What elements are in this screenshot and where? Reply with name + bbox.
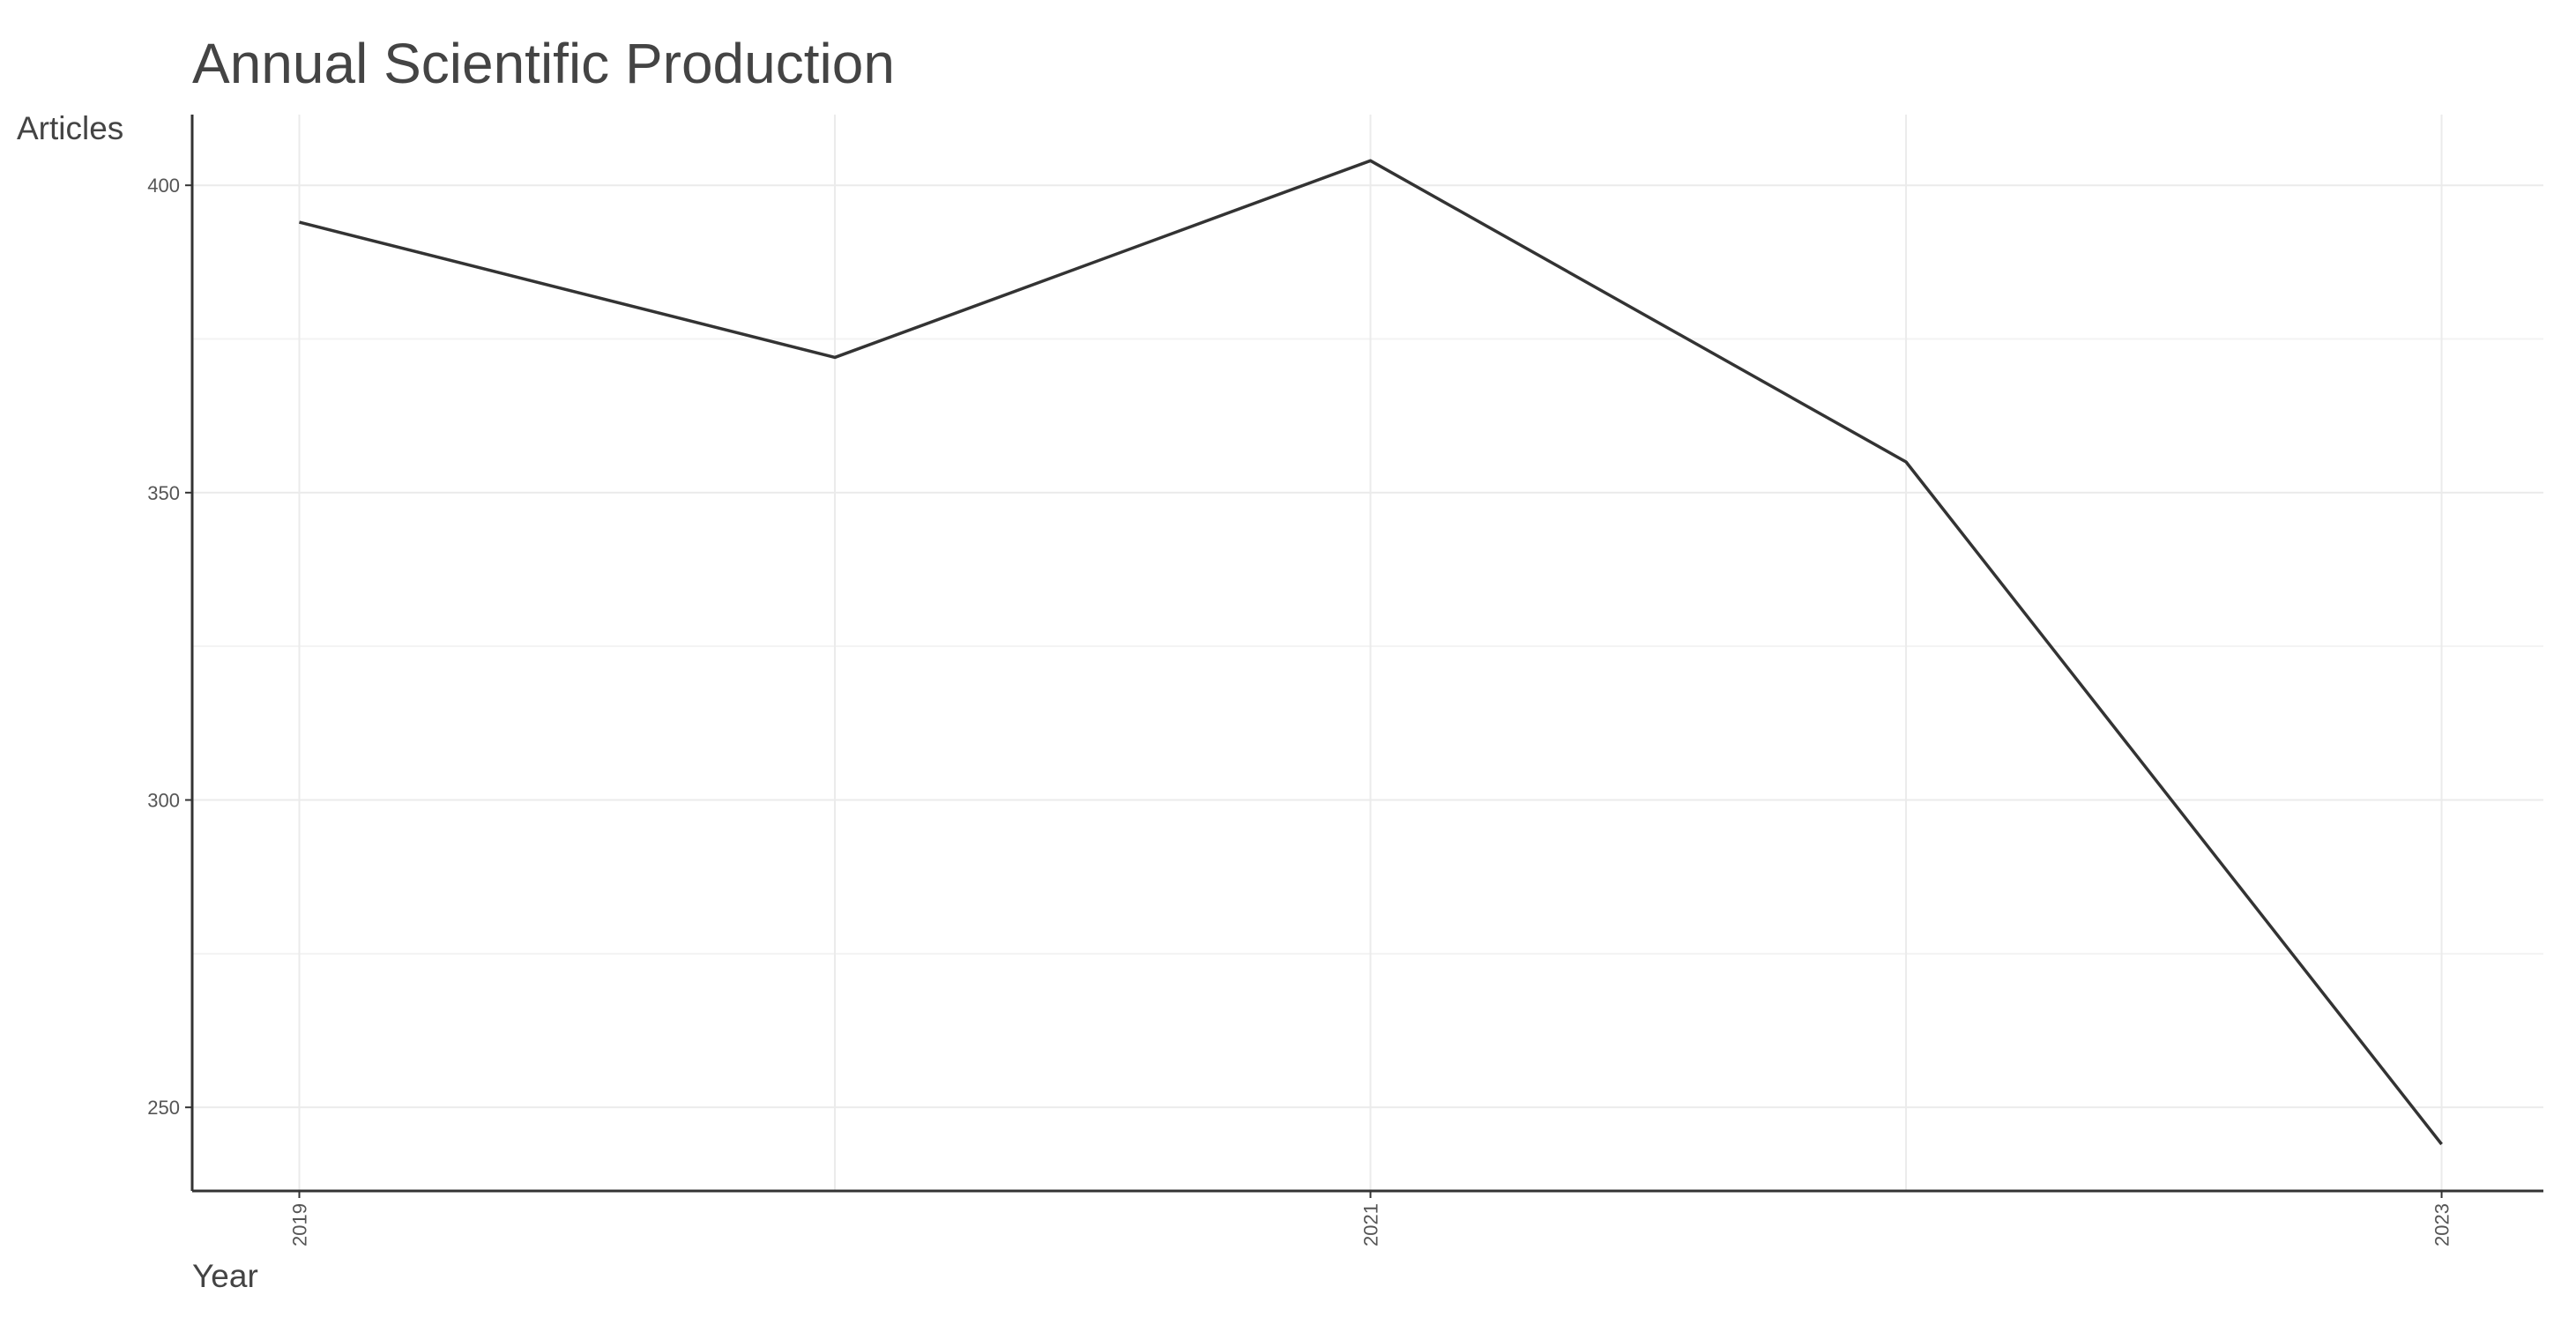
y-tick-label: 250 xyxy=(147,1097,180,1119)
y-tick-label: 350 xyxy=(147,482,180,504)
data-line xyxy=(299,159,2443,1146)
x-axis-label: Year xyxy=(192,1258,258,1294)
x-tick-label: 2021 xyxy=(1360,1203,1382,1246)
y-axis-label: Articles xyxy=(17,110,123,146)
x-tick-label: 2019 xyxy=(289,1203,311,1246)
y-tick-label: 300 xyxy=(147,790,180,812)
y-tick-label: 400 xyxy=(147,175,180,197)
x-tick-label: 2023 xyxy=(2431,1203,2453,1246)
chart-title: Annual Scientific Production xyxy=(192,32,895,95)
